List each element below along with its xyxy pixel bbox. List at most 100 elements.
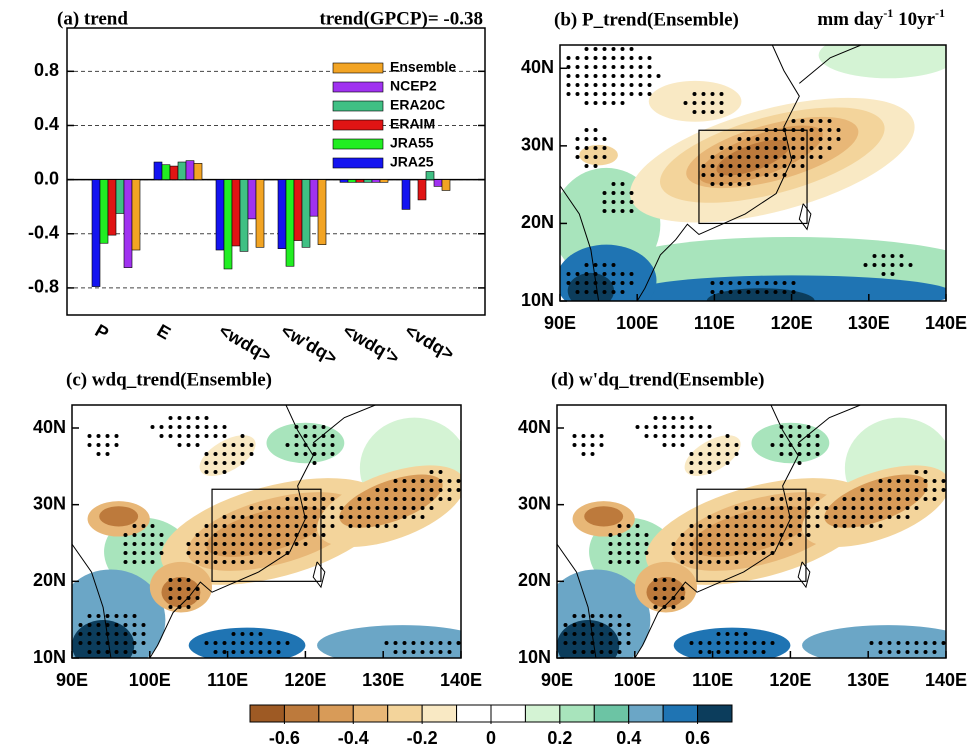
stipple [887,650,892,654]
stipple [842,506,847,510]
bar [215,179,225,251]
stipple [303,452,308,456]
stipple [123,632,128,636]
stipple [737,155,742,159]
stipple [896,515,901,519]
map-frame [71,404,462,659]
stipple [809,128,814,132]
stipple [584,290,589,294]
stipple [818,155,823,159]
stipple [114,434,119,438]
stipple [204,551,209,555]
stipple [78,641,83,645]
map-frame [556,404,947,659]
stipple [186,551,191,555]
stipple [204,461,209,465]
coastline [636,45,800,301]
stipple [887,506,892,510]
stipple [806,533,811,537]
stipple [150,542,155,546]
stipple [572,632,577,636]
stipple [788,434,793,438]
stipple [743,650,748,654]
stipple [105,623,110,627]
stipple [285,533,290,537]
stipple [593,83,598,87]
stipple [773,164,778,168]
colorbar-label: -0.4 [338,728,369,746]
x-tick-label: 140E [925,670,967,690]
stipple [833,515,838,519]
coastline [312,405,376,444]
stipple [671,425,676,429]
bar [441,179,451,191]
stipple [608,614,613,618]
stipple [707,443,712,447]
stipple [671,587,676,591]
stipple [258,542,263,546]
stipple [267,641,272,645]
stipple [590,452,595,456]
stipple [602,92,607,96]
stipple [611,182,616,186]
stipple [689,416,694,420]
stipple [593,92,598,96]
units-part: mm day [817,9,883,30]
stipple [629,191,634,195]
stipple [222,515,227,519]
stipple [420,641,425,645]
map-frame [559,44,947,302]
stipple [294,434,299,438]
x-tick-label: 120E [771,313,813,333]
stipple [420,488,425,492]
stipple [599,434,604,438]
stipple [294,443,299,447]
stipple [159,551,164,555]
stipple [818,128,823,132]
stipple [620,92,625,96]
stipple [159,533,164,537]
stipple [881,254,886,258]
stipple [312,452,317,456]
stipple [285,515,290,519]
stipple [249,632,254,636]
stipple [638,74,643,78]
y-tick-label: 40N [521,57,554,77]
stipple [662,443,667,447]
stipple [590,434,595,438]
stipple [644,425,649,429]
stipple [393,515,398,519]
stipple [294,515,299,519]
stipple [258,524,263,528]
stipple [204,452,209,456]
stipple [195,425,200,429]
x-tick-label: 110E [207,670,248,690]
stipple [141,524,146,528]
stipple [800,164,805,168]
stipple [653,578,658,582]
stipple [806,497,811,501]
stipple [797,461,802,465]
stipple [195,560,200,564]
stipple [878,479,883,483]
stipple [96,434,101,438]
stipple [231,443,236,447]
stipple [447,479,452,483]
stipple [581,641,586,645]
stipple [602,47,607,51]
colorbar-label: -0.6 [269,728,300,746]
stipple [231,524,236,528]
coastline [72,543,112,658]
stipple [321,452,326,456]
stipple [584,137,589,141]
stipple [402,479,407,483]
stipple [779,497,784,501]
bar [231,179,241,247]
stipple [752,506,757,510]
stipple [755,290,760,294]
stipple [105,452,110,456]
stipple [734,551,739,555]
stipple [294,497,299,501]
stipple [782,290,787,294]
stipple [575,155,580,159]
